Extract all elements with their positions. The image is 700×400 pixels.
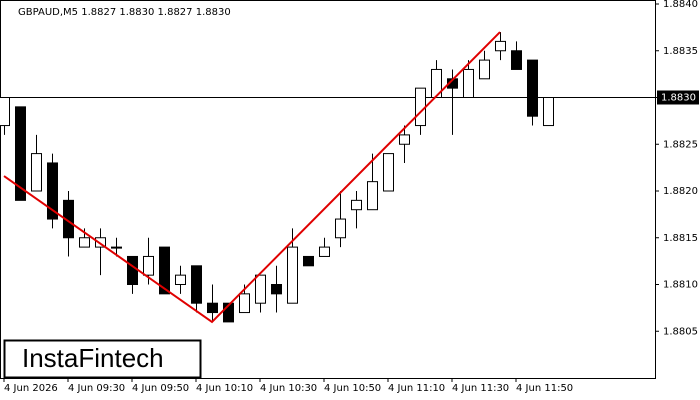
candle-body xyxy=(511,50,522,70)
candle-body xyxy=(303,255,314,267)
y-tick-label: 1.8815 xyxy=(663,233,698,244)
x-tick-label: 4 Jun 11:30 xyxy=(452,383,509,394)
candle-body xyxy=(95,237,106,248)
candle-body xyxy=(0,97,10,127)
candle-body xyxy=(271,284,282,295)
candle-body xyxy=(479,59,490,80)
x-tick-label: 4 Jun 10:50 xyxy=(324,383,381,394)
candle-body xyxy=(335,218,346,239)
candle-body xyxy=(191,265,202,304)
candle-body xyxy=(15,106,26,201)
x-tick-label: 4 Jun 09:30 xyxy=(68,383,125,394)
current-price-box xyxy=(657,90,699,105)
pattern-line xyxy=(3,31,501,324)
candle-body xyxy=(399,134,410,145)
y-tick-label: 1.8835 xyxy=(663,46,698,57)
candle-body xyxy=(463,68,474,98)
candle-body xyxy=(351,199,362,211)
candle-body xyxy=(175,274,186,285)
candle-body xyxy=(127,255,138,286)
current-price-label: 1.8830 xyxy=(661,93,696,104)
y-tick-label: 1.8825 xyxy=(663,139,698,150)
candle-body xyxy=(255,274,266,304)
y-tick-label: 1.8810 xyxy=(663,280,698,291)
y-tick-label: 1.8840 xyxy=(663,0,698,10)
candle-body xyxy=(47,162,58,220)
candle-body xyxy=(367,181,378,211)
candle-body xyxy=(111,246,122,249)
candle-body xyxy=(223,302,234,323)
candle-body xyxy=(159,246,170,295)
logo-box xyxy=(3,339,202,379)
candle-body xyxy=(207,302,218,314)
x-tick-label: 4 Jun 10:10 xyxy=(196,383,253,394)
y-tick-label: 1.8805 xyxy=(663,326,698,337)
candle-body xyxy=(319,246,330,257)
x-tick-label: 4 Jun 11:50 xyxy=(516,383,573,394)
candle-body xyxy=(239,293,250,314)
candle-body xyxy=(415,87,426,127)
y-tick-label: 1.8820 xyxy=(663,186,698,197)
candle-body xyxy=(287,246,298,304)
logo: InstaFintech xyxy=(22,343,164,373)
candle-body xyxy=(31,153,42,192)
candle-body xyxy=(527,59,538,117)
x-tick-label: 4 Jun 2026 xyxy=(4,383,58,394)
candle-body xyxy=(495,40,506,52)
x-tick-label: 4 Jun 10:30 xyxy=(260,383,317,394)
candle-body xyxy=(143,255,154,276)
chart-title: GBPAUD,M5 1.8827 1.8830 1.8827 1.8830 xyxy=(18,7,231,18)
candle-body xyxy=(383,153,394,192)
candle-body xyxy=(543,97,554,127)
plot-frame xyxy=(0,0,656,379)
candle-body xyxy=(431,68,442,98)
x-tick-label: 4 Jun 09:50 xyxy=(132,383,189,394)
candle-body xyxy=(63,199,74,239)
x-tick-label: 4 Jun 11:10 xyxy=(388,383,445,394)
candle-body xyxy=(79,237,90,248)
